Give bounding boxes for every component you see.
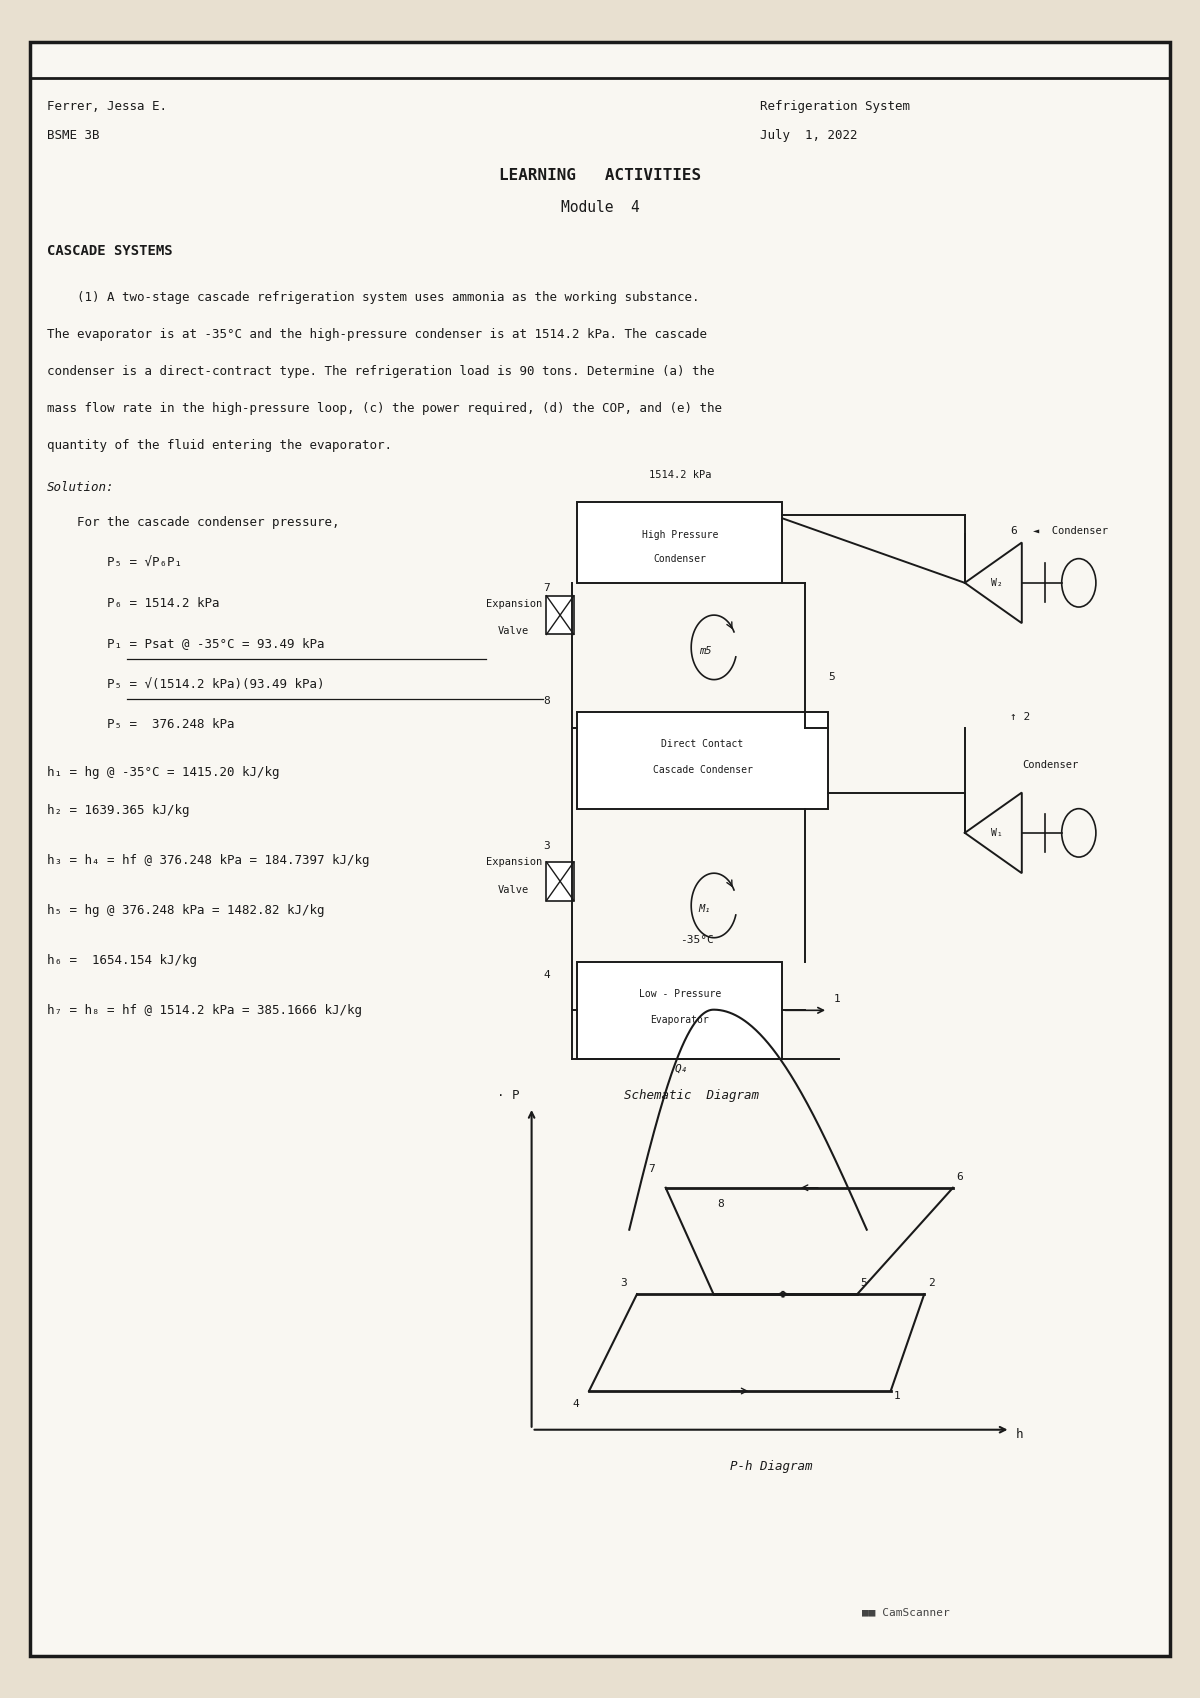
Text: Low - Pressure: Low - Pressure: [638, 990, 721, 1000]
Text: P₅ =  376.248 kPa: P₅ = 376.248 kPa: [47, 718, 235, 732]
Text: h: h: [1016, 1428, 1024, 1442]
Text: Valve: Valve: [498, 885, 529, 895]
Text: h₁ = hg @ -35°C = 1415.20 kJ/kg: h₁ = hg @ -35°C = 1415.20 kJ/kg: [47, 766, 280, 779]
Text: Condenser: Condenser: [653, 554, 707, 564]
Text: condenser is a direct-contract type. The refrigeration load is 90 tons. Determin: condenser is a direct-contract type. The…: [47, 365, 715, 377]
Text: 2: 2: [928, 1279, 935, 1289]
Bar: [577, 503, 782, 582]
Text: quantity of the fluid entering the evaporator.: quantity of the fluid entering the evapo…: [47, 440, 392, 452]
Text: (1) A two-stage cascade refrigeration system uses ammonia as the working substan: (1) A two-stage cascade refrigeration sy…: [47, 290, 700, 304]
Text: 1514.2 kPa: 1514.2 kPa: [648, 470, 712, 481]
Text: 4: 4: [542, 970, 550, 980]
Text: P₆ = 1514.2 kPa: P₆ = 1514.2 kPa: [47, 598, 220, 610]
Text: 8: 8: [716, 1199, 724, 1209]
Text: For the cascade condenser pressure,: For the cascade condenser pressure,: [47, 516, 340, 530]
Text: h₂ = 1639.365 kJ/kg: h₂ = 1639.365 kJ/kg: [47, 803, 190, 817]
Bar: [577, 961, 782, 1060]
Text: 1: 1: [834, 995, 840, 1004]
Text: Schematic  Diagram: Schematic Diagram: [624, 1088, 758, 1102]
Text: Ferrer, Jessa E.: Ferrer, Jessa E.: [47, 100, 167, 114]
Text: Solution:: Solution:: [47, 481, 115, 494]
Text: m5: m5: [698, 645, 712, 655]
Text: Cascade Condenser: Cascade Condenser: [653, 766, 752, 776]
Text: · P: · P: [498, 1088, 520, 1102]
Text: 5: 5: [828, 672, 835, 681]
Text: 3: 3: [542, 841, 550, 851]
Text: Expansion: Expansion: [486, 599, 542, 610]
Text: P-h Diagram: P-h Diagram: [730, 1460, 812, 1474]
Text: Refrigeration System: Refrigeration System: [760, 100, 910, 114]
Text: 4: 4: [572, 1399, 578, 1409]
Text: Evaporator: Evaporator: [650, 1015, 709, 1026]
Text: 7: 7: [542, 582, 550, 593]
Text: 8: 8: [542, 696, 550, 706]
Text: July  1, 2022: July 1, 2022: [760, 129, 857, 143]
Text: Expansion: Expansion: [486, 857, 542, 868]
Text: 7: 7: [648, 1163, 655, 1173]
Text: The evaporator is at -35°C and the high-pressure condenser is at 1514.2 kPa. The: The evaporator is at -35°C and the high-…: [47, 328, 707, 341]
Bar: [577, 711, 828, 808]
Text: Direct Contact: Direct Contact: [661, 739, 744, 749]
Text: Valve: Valve: [498, 627, 529, 637]
Text: 1: 1: [894, 1391, 901, 1401]
Text: High Pressure: High Pressure: [642, 530, 718, 540]
Text: W₂: W₂: [991, 577, 1002, 588]
Text: 3: 3: [620, 1279, 626, 1289]
Text: 6: 6: [956, 1172, 964, 1182]
Text: h₆ =  1654.154 kJ/kg: h₆ = 1654.154 kJ/kg: [47, 954, 197, 966]
Text: Condenser: Condenser: [1022, 761, 1078, 771]
Bar: [546, 863, 574, 900]
Text: BSME 3B: BSME 3B: [47, 129, 100, 143]
Text: ◄  Condenser: ◄ Condenser: [1033, 526, 1109, 537]
Text: P₅ = √P₆P₁: P₅ = √P₆P₁: [47, 557, 182, 571]
Text: P₅ = √(1514.2 kPa)(93.49 kPa): P₅ = √(1514.2 kPa)(93.49 kPa): [47, 678, 324, 691]
Text: h₅ = hg @ 376.248 kPa = 1482.82 kJ/kg: h₅ = hg @ 376.248 kPa = 1482.82 kJ/kg: [47, 903, 324, 917]
Text: ↑ 2: ↑ 2: [1010, 711, 1031, 722]
Text: 6: 6: [1010, 526, 1018, 537]
Text: M₁: M₁: [698, 903, 712, 914]
Text: Q₄: Q₄: [674, 1063, 688, 1073]
Text: Module  4: Module 4: [560, 200, 640, 216]
Text: h₃ = h₄ = hf @ 376.248 kPa = 184.7397 kJ/kg: h₃ = h₄ = hf @ 376.248 kPa = 184.7397 kJ…: [47, 854, 370, 866]
Text: LEARNING   ACTIVITIES: LEARNING ACTIVITIES: [499, 168, 701, 183]
Bar: [546, 596, 574, 635]
Text: ■■ CamScanner: ■■ CamScanner: [863, 1608, 950, 1616]
Text: h₇ = h₈ = hf @ 1514.2 kPa = 385.1666 kJ/kg: h₇ = h₈ = hf @ 1514.2 kPa = 385.1666 kJ/…: [47, 1004, 362, 1017]
Text: P₁ = Psat @ -35°C = 93.49 kPa: P₁ = Psat @ -35°C = 93.49 kPa: [47, 637, 324, 650]
Text: W₁: W₁: [991, 829, 1002, 837]
Text: -35°C: -35°C: [680, 934, 714, 944]
Text: CASCADE SYSTEMS: CASCADE SYSTEMS: [47, 245, 173, 258]
Text: mass flow rate in the high-pressure loop, (c) the power required, (d) the COP, a: mass flow rate in the high-pressure loop…: [47, 402, 722, 414]
Text: 5: 5: [860, 1279, 868, 1289]
